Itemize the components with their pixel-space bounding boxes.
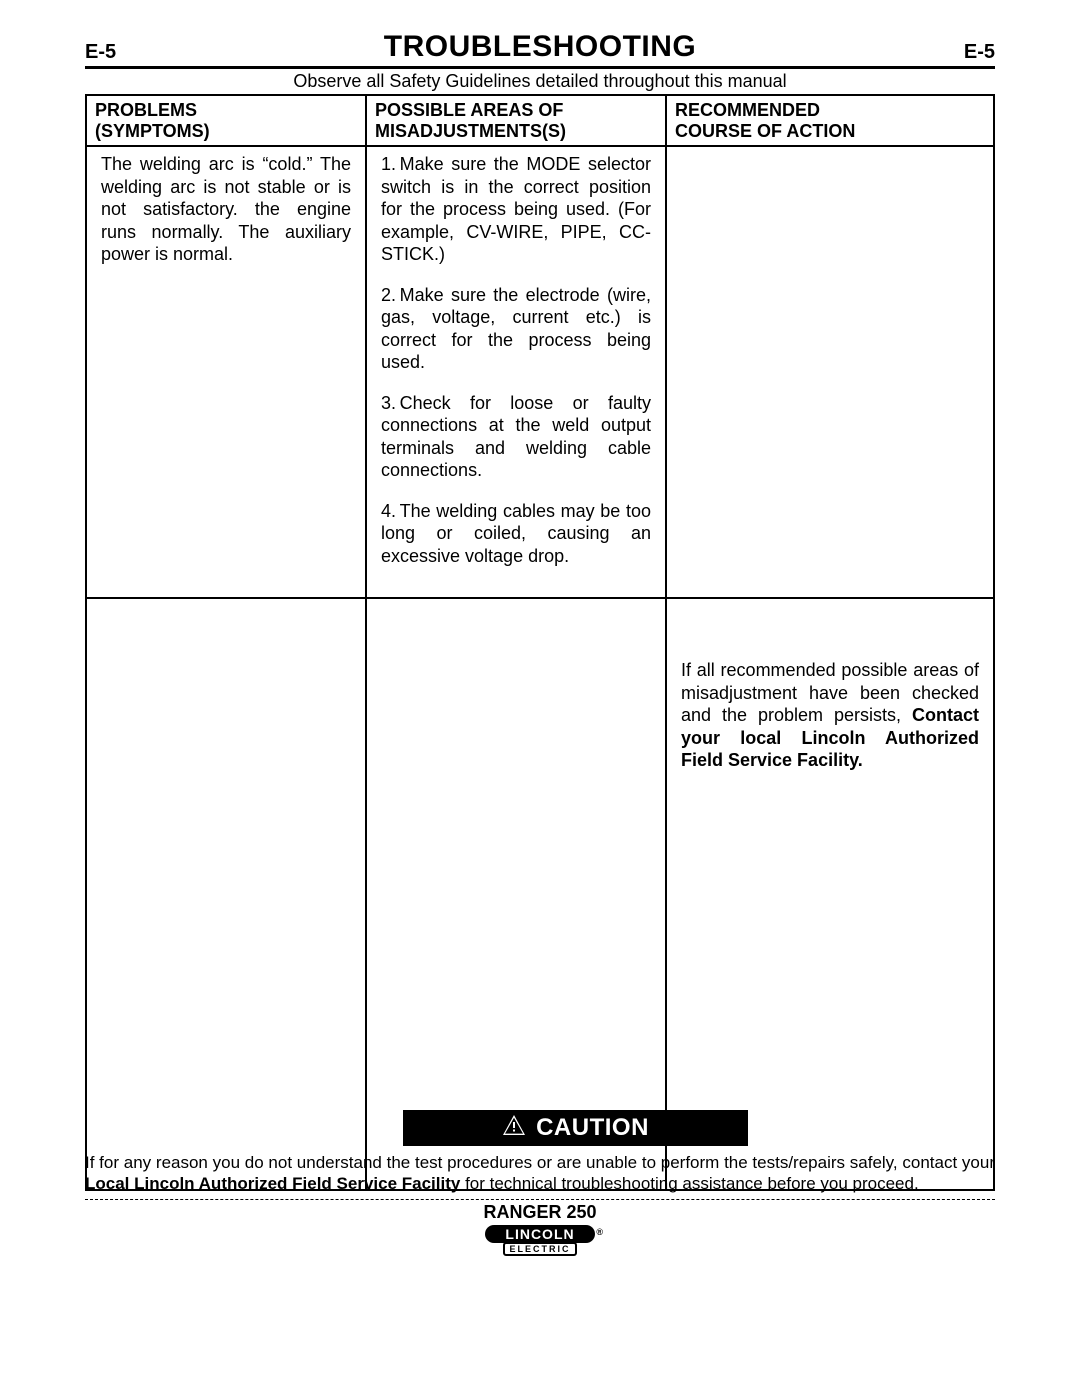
- header-problems-line2: (SYMPTOMS): [95, 121, 210, 141]
- lincoln-logo: LINCOLN ® ELECTRIC: [485, 1225, 595, 1256]
- cell-recommended: If all recommended possible areas of mis…: [667, 599, 993, 1189]
- page-container: E-5 TROUBLESHOOTING E-5 Observe all Safe…: [85, 30, 995, 1191]
- warning-icon: [502, 1114, 526, 1143]
- header-possible: POSSIBLE AREAS OF MISADJUSTMENTS(S): [367, 96, 667, 145]
- caution-bar: CAUTION: [403, 1110, 748, 1146]
- header-possible-line1: POSSIBLE AREAS OF: [375, 100, 563, 120]
- caution-text-pre: If for any reason you do not understand …: [85, 1153, 995, 1172]
- footer-model: RANGER 250: [85, 1202, 995, 1223]
- caution-label: CAUTION: [536, 1114, 649, 1142]
- header-possible-line2: MISADJUSTMENTS(S): [375, 121, 566, 141]
- header-row: E-5 TROUBLESHOOTING E-5: [85, 30, 995, 69]
- caution-text-post: for technical troubleshooting assistance…: [460, 1174, 918, 1193]
- possible-item-2: 2. Make sure the electrode (wire, gas, v…: [381, 284, 651, 374]
- header-problems-line1: PROBLEMS: [95, 100, 197, 120]
- cell-empty-problem: [87, 599, 367, 1189]
- possible-item-4: 4. The welding cables may be too long or…: [381, 500, 651, 568]
- cell-problem: The welding arc is “cold.” The welding a…: [87, 147, 367, 597]
- header-recommended-line2: COURSE OF ACTION: [675, 121, 855, 141]
- page-code-left: E-5: [85, 41, 116, 64]
- header-recommended-line1: RECOMMENDED: [675, 100, 820, 120]
- cell-possible: 1. Make sure the MODE selector switch is…: [367, 147, 667, 597]
- registered-icon: ®: [596, 1227, 604, 1237]
- caution-text-bold: Local Lincoln Authorized Field Service F…: [85, 1174, 460, 1193]
- page-title: TROUBLESHOOTING: [384, 30, 697, 64]
- possible-item-1: 1. Make sure the MODE selector switch is…: [381, 153, 651, 266]
- safety-guideline-note: Observe all Safety Guidelines detailed t…: [85, 69, 995, 94]
- table-row-filler: If all recommended possible areas of mis…: [87, 599, 993, 1189]
- logo-top-text: LINCOLN: [505, 1226, 574, 1242]
- header-recommended: RECOMMENDED COURSE OF ACTION: [667, 96, 993, 145]
- possible-item-3: 3. Check for loose or faulty connections…: [381, 392, 651, 482]
- logo-bottom: ELECTRIC: [503, 1242, 577, 1256]
- page-code-right: E-5: [964, 41, 995, 64]
- cell-recommended-top: [667, 147, 993, 597]
- troubleshooting-table: PROBLEMS (SYMPTOMS) POSSIBLE AREAS OF MI…: [85, 94, 995, 1191]
- footer: RANGER 250 LINCOLN ® ELECTRIC: [85, 1202, 995, 1256]
- table-header-row: PROBLEMS (SYMPTOMS) POSSIBLE AREAS OF MI…: [87, 94, 993, 147]
- header-problems: PROBLEMS (SYMPTOMS): [87, 96, 367, 145]
- table-row: The welding arc is “cold.” The welding a…: [87, 147, 993, 599]
- cell-empty-possible: [367, 599, 667, 1189]
- caution-text: If for any reason you do not understand …: [85, 1152, 995, 1200]
- logo-top: LINCOLN ®: [485, 1225, 595, 1243]
